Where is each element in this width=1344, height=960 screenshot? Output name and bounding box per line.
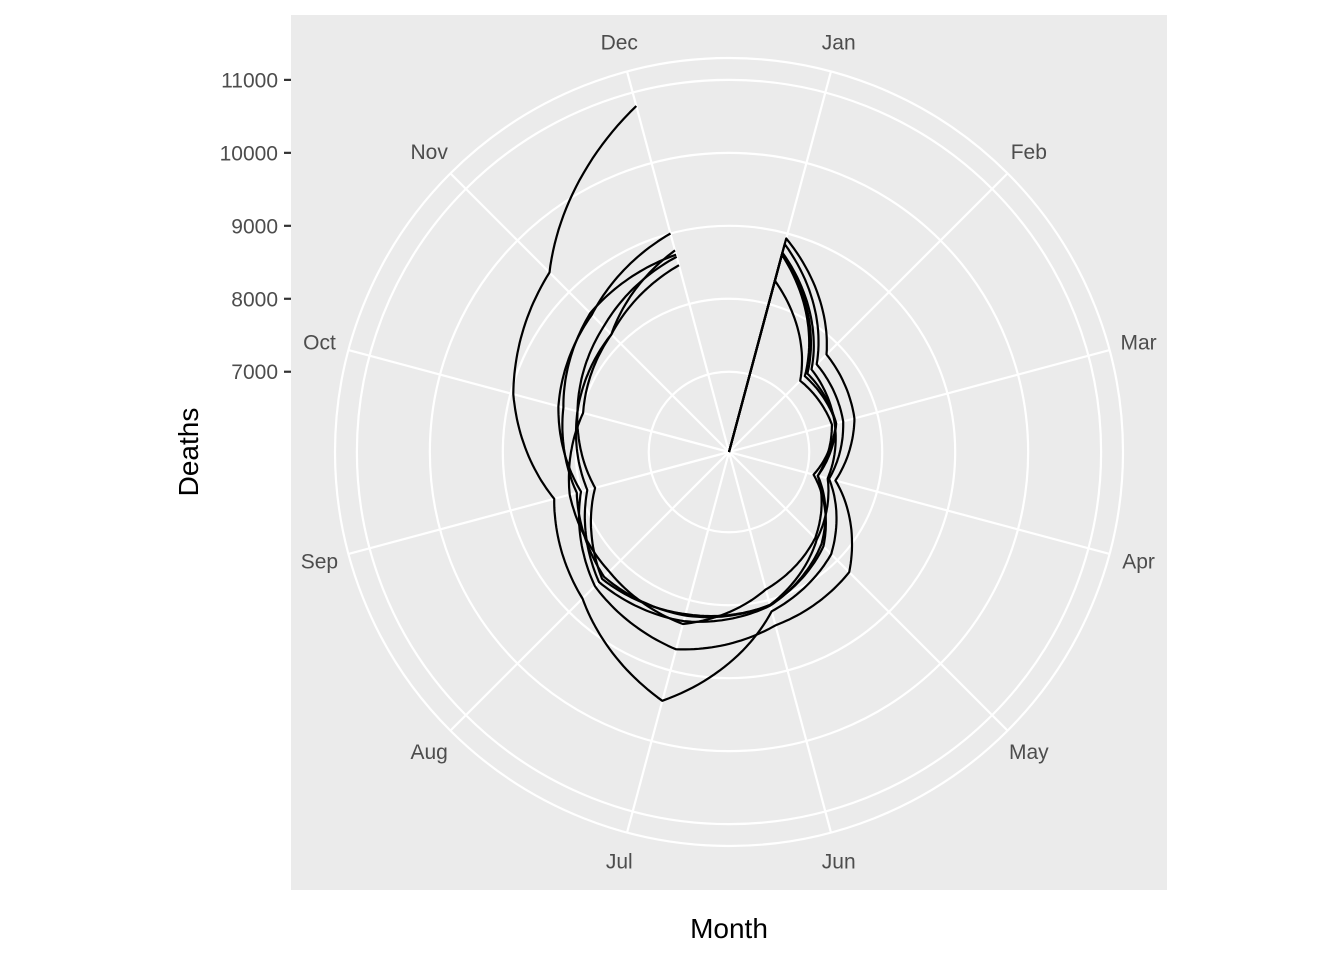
month-label-nov: Nov (411, 141, 449, 164)
spoke-aug (449, 451, 730, 732)
x-axis-title: Month (690, 913, 768, 944)
month-label-jul: Jul (606, 851, 633, 874)
spoke-apr (728, 450, 1110, 556)
spoke-feb (728, 172, 1009, 453)
y-axis-title: Deaths (173, 408, 204, 497)
series-line-2 (512, 105, 845, 702)
y-axis: 7000 8000 9000 10000 11000 (220, 69, 291, 384)
month-label-jan: Jan (822, 31, 856, 54)
month-tick-labels: Jan Feb Mar Apr May Jun Jul Aug Sep Oct Nov Dec (301, 31, 1157, 873)
month-label-sep: Sep (301, 551, 338, 574)
y-tick-label-9000: 9000 (231, 215, 278, 238)
y-tick-label-10000: 10000 (220, 142, 278, 165)
month-label-jun: Jun (822, 851, 856, 874)
grid-ring-outer (333, 56, 1125, 848)
grid-ring-8000 (574, 297, 884, 607)
grid-ring-9000 (501, 224, 957, 680)
month-label-dec: Dec (601, 31, 638, 54)
spoke-jul (625, 451, 731, 833)
spoke-sep (348, 450, 730, 556)
y-tick-label-11000: 11000 (221, 69, 278, 92)
month-label-aug: Aug (410, 741, 447, 764)
y-tick-label-7000: 7000 (231, 361, 278, 384)
series-line-6 (567, 249, 833, 626)
month-label-may: May (1009, 741, 1049, 764)
month-label-apr: Apr (1122, 551, 1155, 574)
series-lines (512, 105, 856, 702)
month-label-mar: Mar (1120, 331, 1156, 354)
spoke-mar (728, 348, 1110, 454)
spoke-jun (727, 451, 833, 833)
grid-ring-10000 (428, 151, 1030, 753)
y-tick-label-8000: 8000 (231, 288, 278, 311)
month-label-oct: Oct (303, 331, 336, 354)
spoke-dec (625, 71, 731, 453)
spoke-may (728, 451, 1009, 732)
grid-ring-7000 (647, 370, 811, 534)
spoke-oct (348, 348, 730, 454)
series-line-5 (561, 253, 838, 619)
month-label-feb: Feb (1011, 141, 1047, 164)
series-line-1 (557, 232, 856, 651)
grid-ring-11000 (355, 78, 1103, 826)
